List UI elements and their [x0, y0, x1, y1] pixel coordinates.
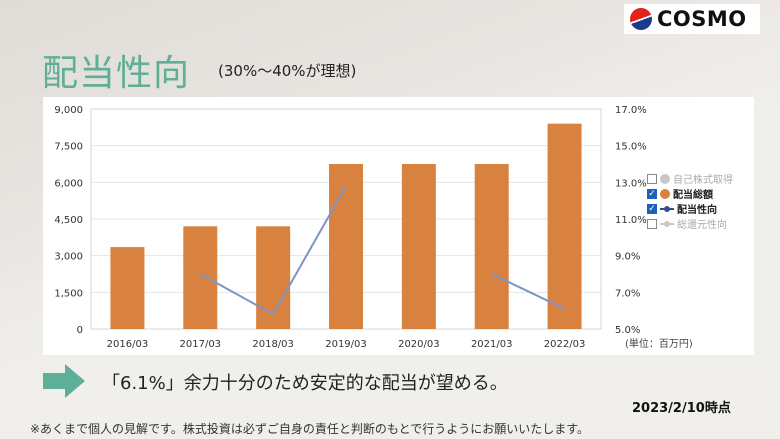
x-tick-label: 2016/03 [107, 339, 149, 350]
legend-line-icon [660, 220, 674, 227]
y-left-tick-label: 6,000 [54, 178, 83, 189]
x-tick-label: 2020/03 [398, 339, 440, 350]
legend-line-icon [660, 205, 674, 212]
y-left-tick-label: 0 [77, 325, 83, 336]
legend-checkbox[interactable]: ✓ [647, 203, 657, 214]
bar-dividend-total [110, 247, 145, 329]
bar-dividend-total [183, 226, 218, 329]
bar-dividend-total [401, 164, 436, 329]
legend-checkbox[interactable] [647, 218, 657, 229]
legend-item[interactable]: ✓ 配当性向 [647, 201, 733, 216]
legend-label: 総還元性向 [677, 220, 727, 231]
y-right-tick-label: 9.0% [615, 252, 640, 263]
line-payout-ratio [199, 185, 347, 316]
legend-dot-icon [660, 188, 670, 199]
bar-dividend-total [329, 164, 363, 329]
logo-mark-icon [626, 4, 656, 34]
y-right-tick-label: 17.0% [615, 105, 647, 116]
legend-dot-icon [660, 173, 670, 184]
line-payout-ratio [491, 273, 566, 310]
legend-item[interactable]: ✓ 配当総額 [647, 186, 733, 201]
legend-item[interactable]: 総還元性向 [647, 216, 733, 231]
legend-label: 配当総額 [673, 190, 713, 201]
legend-label: 自己株式取得 [673, 175, 733, 186]
x-tick-label: 2019/03 [325, 339, 367, 350]
legend-checkbox[interactable]: ✓ [647, 188, 657, 199]
legend-label: 配当性向 [677, 205, 717, 216]
bar-dividend-total [474, 164, 509, 329]
y-right-tick-label: 11.0% [615, 215, 647, 226]
y-left-tick-label: 1,500 [54, 288, 83, 299]
x-tick-label: 2022/03 [544, 339, 586, 350]
dividend-chart: 0 1,500 3,000 4,500 6,000 7,500 9,000 5.0% 7.0% 9… [54, 105, 693, 350]
chart-panel: 0 1,500 3,000 4,500 6,000 7,500 9,000 5.0% 7.0% 9… [43, 97, 754, 355]
y-right-tick-label: 13.0% [615, 178, 647, 189]
date-note: 2023/2/10時点 [632, 401, 731, 416]
bar-dividend-total [256, 226, 291, 329]
disclaimer: ※あくまで個人の見解です。株式投資は必ずご自身の責任と判断のもとで行うようにお願… [30, 422, 590, 436]
logo-text: COSMO [657, 7, 747, 31]
y-right-tick-label: 7.0% [615, 288, 640, 299]
x-tick-label: 2017/03 [180, 339, 222, 350]
company-logo: COSMO [624, 4, 760, 34]
y-left-tick-label: 7,500 [54, 142, 83, 153]
legend-checkbox[interactable] [647, 173, 657, 184]
summary-message: 「6.1%」余力十分のため安定的な配当が望める。 [102, 373, 508, 394]
unit-note: (単位：百万円) [625, 337, 693, 350]
y-right-tick-label: 15.0% [615, 142, 647, 153]
y-left-tick-label: 3,000 [54, 252, 83, 263]
right-arrow-icon [43, 364, 85, 398]
x-tick-label: 2021/03 [471, 339, 513, 350]
y-right-tick-label: 5.0% [615, 325, 640, 336]
y-left-tick-label: 9,000 [54, 105, 83, 116]
chart-legend: 自己株式取得 ✓ 配当総額 ✓ 配当性向総還元性向 [647, 171, 733, 231]
legend-item[interactable]: 自己株式取得 [647, 171, 733, 186]
x-tick-label: 2018/03 [252, 339, 294, 350]
page-subtitle: (30%〜40%が理想) [218, 62, 357, 80]
page-title: 配当性向 [42, 53, 191, 94]
bar-dividend-total [547, 123, 582, 330]
y-left-tick-label: 4,500 [54, 215, 83, 226]
